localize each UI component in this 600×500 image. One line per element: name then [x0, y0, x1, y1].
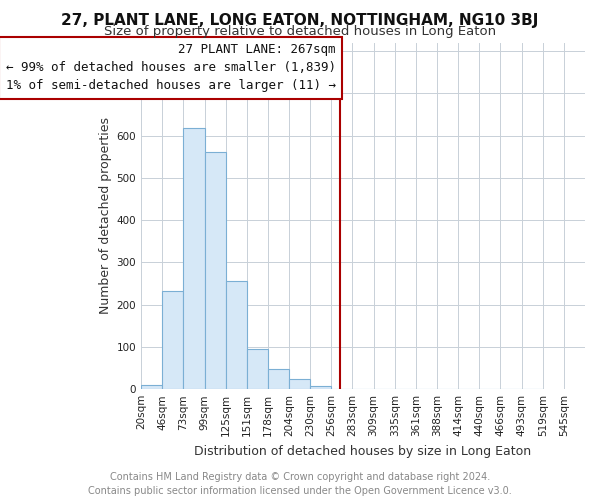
- Bar: [310, 386, 331, 389]
- Bar: [289, 379, 310, 389]
- Bar: [268, 370, 289, 389]
- Text: 27 PLANT LANE: 267sqm
← 99% of detached houses are smaller (1,839)
1% of semi-de: 27 PLANT LANE: 267sqm ← 99% of detached …: [6, 44, 336, 92]
- Bar: [162, 291, 184, 389]
- Bar: [247, 349, 268, 389]
- Y-axis label: Number of detached properties: Number of detached properties: [100, 118, 112, 314]
- Text: Contains HM Land Registry data © Crown copyright and database right 2024.
Contai: Contains HM Land Registry data © Crown c…: [88, 472, 512, 496]
- Bar: [226, 282, 247, 389]
- Bar: [141, 385, 162, 389]
- Text: Size of property relative to detached houses in Long Eaton: Size of property relative to detached ho…: [104, 25, 496, 38]
- Text: 27, PLANT LANE, LONG EATON, NOTTINGHAM, NG10 3BJ: 27, PLANT LANE, LONG EATON, NOTTINGHAM, …: [61, 12, 539, 28]
- Bar: [184, 128, 205, 389]
- X-axis label: Distribution of detached houses by size in Long Eaton: Distribution of detached houses by size …: [194, 444, 532, 458]
- Bar: [205, 152, 226, 389]
